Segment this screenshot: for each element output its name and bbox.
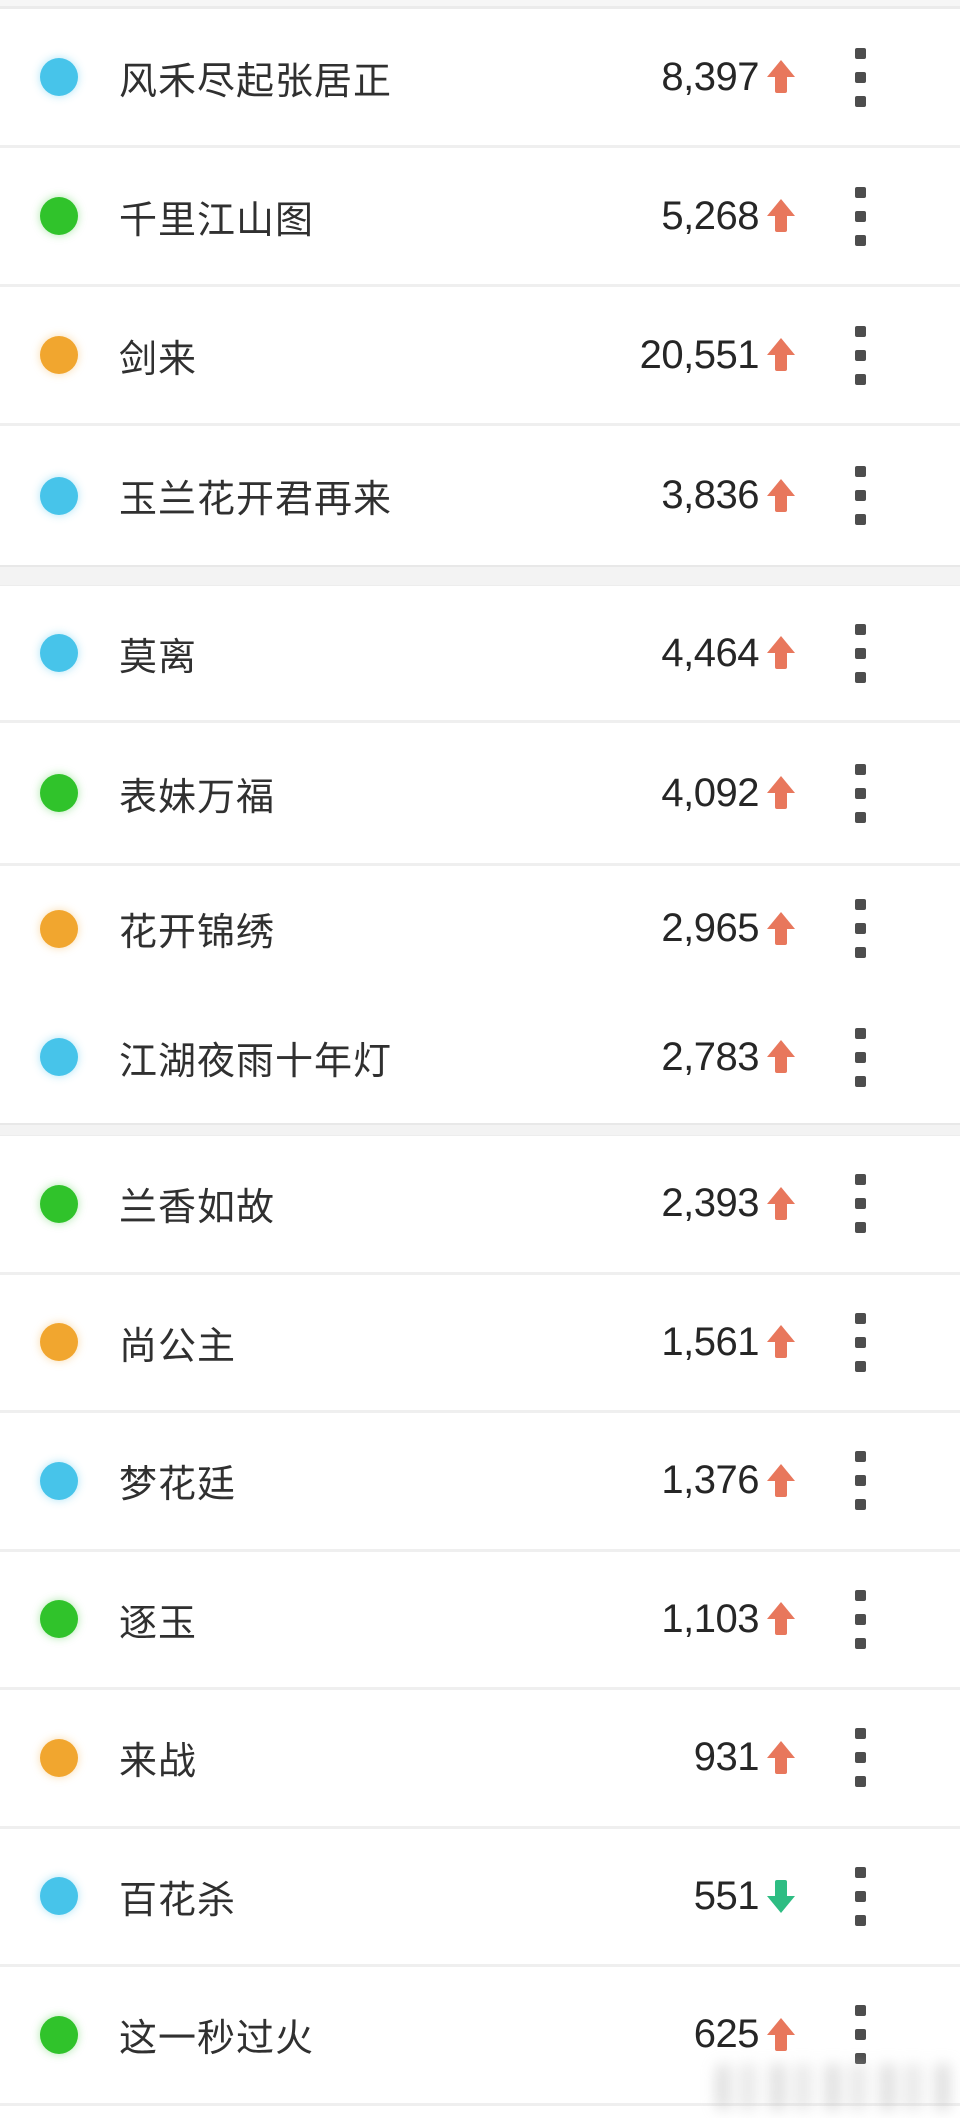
more-menu-icon[interactable] xyxy=(853,1584,868,1655)
more-menu-icon[interactable] xyxy=(853,893,868,964)
item-value: 20,551 xyxy=(639,332,760,377)
item-title: 千里江山图 xyxy=(119,199,315,242)
item-value: 931 xyxy=(693,1735,760,1780)
status-dot-icon xyxy=(40,476,78,515)
trend-up-icon xyxy=(767,478,795,513)
trend-down-icon xyxy=(767,1879,795,1913)
list-item[interactable]: 千里江山图 5,268 xyxy=(0,148,960,287)
trend-up-icon xyxy=(767,2017,795,2052)
trend-up-icon xyxy=(767,1463,795,1498)
trend-up-icon xyxy=(767,1740,795,1775)
item-value: 1,376 xyxy=(661,1458,759,1503)
item-value: 4,464 xyxy=(661,630,759,675)
item-title: 这一秒过火 xyxy=(119,2018,315,2061)
more-menu-icon[interactable] xyxy=(853,1307,868,1378)
item-title: 江湖夜雨十年灯 xyxy=(119,1040,393,1083)
list-item[interactable]: 剑来 20,551 xyxy=(0,287,960,426)
more-menu-icon[interactable] xyxy=(853,42,868,113)
item-title: 剑来 xyxy=(119,338,198,381)
item-value: 551 xyxy=(693,1873,760,1918)
list-item[interactable]: 尚公主 1,561 xyxy=(0,1274,960,1413)
ranking-list: 风禾尽起张居正 8,397 千里江山图 5,268 剑来 20,551 玉兰花开… xyxy=(0,9,960,2106)
status-dot-icon xyxy=(40,2015,78,2054)
item-value: 1,103 xyxy=(661,1596,759,1641)
list-item[interactable]: 表妹万福 4,092 xyxy=(0,723,960,866)
section-gap xyxy=(0,565,960,586)
status-dot-icon xyxy=(40,1323,78,1362)
list-item[interactable]: 兰香如故 2,393 xyxy=(0,1136,960,1275)
item-title: 风禾尽起张居正 xyxy=(119,60,393,103)
status-dot-icon xyxy=(40,1461,78,1500)
item-value: 3,836 xyxy=(661,473,759,517)
item-value: 2,783 xyxy=(661,1034,759,1079)
item-title: 梦花廷 xyxy=(119,1464,237,1507)
item-title: 百花杀 xyxy=(119,1879,237,1922)
status-dot-icon xyxy=(40,774,78,812)
trend-up-icon xyxy=(767,60,795,94)
more-menu-icon[interactable] xyxy=(853,1722,868,1793)
list-item[interactable]: 这一秒过火 625 xyxy=(0,1967,960,2106)
item-title: 尚公主 xyxy=(119,1325,237,1368)
item-value: 625 xyxy=(693,2012,760,2057)
list-section: 兰香如故 2,393 尚公主 1,561 梦花廷 1,376 逐玉 1,103 … xyxy=(0,1136,960,2106)
list-item[interactable]: 江湖夜雨十年灯 2,783 xyxy=(0,991,960,1123)
status-dot-icon xyxy=(40,58,78,96)
more-menu-icon[interactable] xyxy=(853,1445,868,1516)
more-menu-icon[interactable] xyxy=(853,181,868,252)
trend-up-icon xyxy=(767,776,795,810)
more-menu-icon[interactable] xyxy=(853,1999,868,2070)
more-menu-icon[interactable] xyxy=(853,1022,868,1093)
trend-up-icon xyxy=(767,636,795,670)
more-menu-icon[interactable] xyxy=(853,618,868,689)
status-dot-icon xyxy=(40,1600,78,1639)
status-dot-icon xyxy=(40,336,78,374)
status-dot-icon xyxy=(40,1738,78,1777)
item-value: 2,393 xyxy=(661,1181,759,1226)
item-title: 玉兰花开君再来 xyxy=(119,479,393,521)
status-dot-icon xyxy=(40,634,78,672)
trend-up-icon xyxy=(767,911,795,946)
list-item[interactable]: 花开锦绣 2,965 xyxy=(0,866,960,991)
list-item[interactable]: 百花杀 551 xyxy=(0,1828,960,1967)
list-section: 风禾尽起张居正 8,397 千里江山图 5,268 剑来 20,551 玉兰花开… xyxy=(0,9,960,565)
more-menu-icon[interactable] xyxy=(853,1168,868,1239)
item-title: 来战 xyxy=(119,1741,198,1784)
trend-up-icon xyxy=(767,338,795,372)
list-item[interactable]: 梦花廷 1,376 xyxy=(0,1413,960,1552)
more-menu-icon[interactable] xyxy=(853,320,868,391)
item-value: 8,397 xyxy=(661,54,759,99)
trend-up-icon xyxy=(767,1602,795,1636)
list-item[interactable]: 来战 931 xyxy=(0,1690,960,1829)
item-title: 表妹万福 xyxy=(119,776,276,819)
status-dot-icon xyxy=(40,909,78,948)
bottom-strip xyxy=(0,2105,960,2118)
list-item[interactable]: 莫离 4,464 xyxy=(0,586,960,723)
list-item[interactable]: 风禾尽起张居正 8,397 xyxy=(0,9,960,148)
list-section: 莫离 4,464 表妹万福 4,092 花开锦绣 2,965 江湖夜雨十年灯 2… xyxy=(0,586,960,1123)
item-value: 1,561 xyxy=(661,1319,759,1364)
item-title: 兰香如故 xyxy=(119,1187,276,1230)
item-value: 2,965 xyxy=(661,906,759,950)
status-dot-icon xyxy=(40,1877,78,1916)
section-gap xyxy=(0,1123,960,1136)
status-dot-icon xyxy=(40,1038,78,1076)
item-title: 花开锦绣 xyxy=(119,912,276,954)
more-menu-icon[interactable] xyxy=(853,758,868,829)
more-menu-icon[interactable] xyxy=(853,1861,868,1932)
trend-up-icon xyxy=(767,199,795,233)
list-item[interactable]: 玉兰花开君再来 3,836 xyxy=(0,426,960,565)
trend-up-icon xyxy=(767,1325,795,1359)
item-title: 莫离 xyxy=(119,636,198,679)
status-dot-icon xyxy=(40,197,78,235)
item-value: 5,268 xyxy=(661,193,759,238)
more-menu-icon[interactable] xyxy=(853,460,868,531)
status-dot-icon xyxy=(40,1184,78,1223)
top-divider xyxy=(0,0,960,9)
item-title: 逐玉 xyxy=(119,1602,198,1645)
trend-up-icon xyxy=(767,1040,795,1074)
list-item[interactable]: 逐玉 1,103 xyxy=(0,1551,960,1690)
trend-up-icon xyxy=(767,1186,795,1221)
item-value: 4,092 xyxy=(661,770,759,815)
